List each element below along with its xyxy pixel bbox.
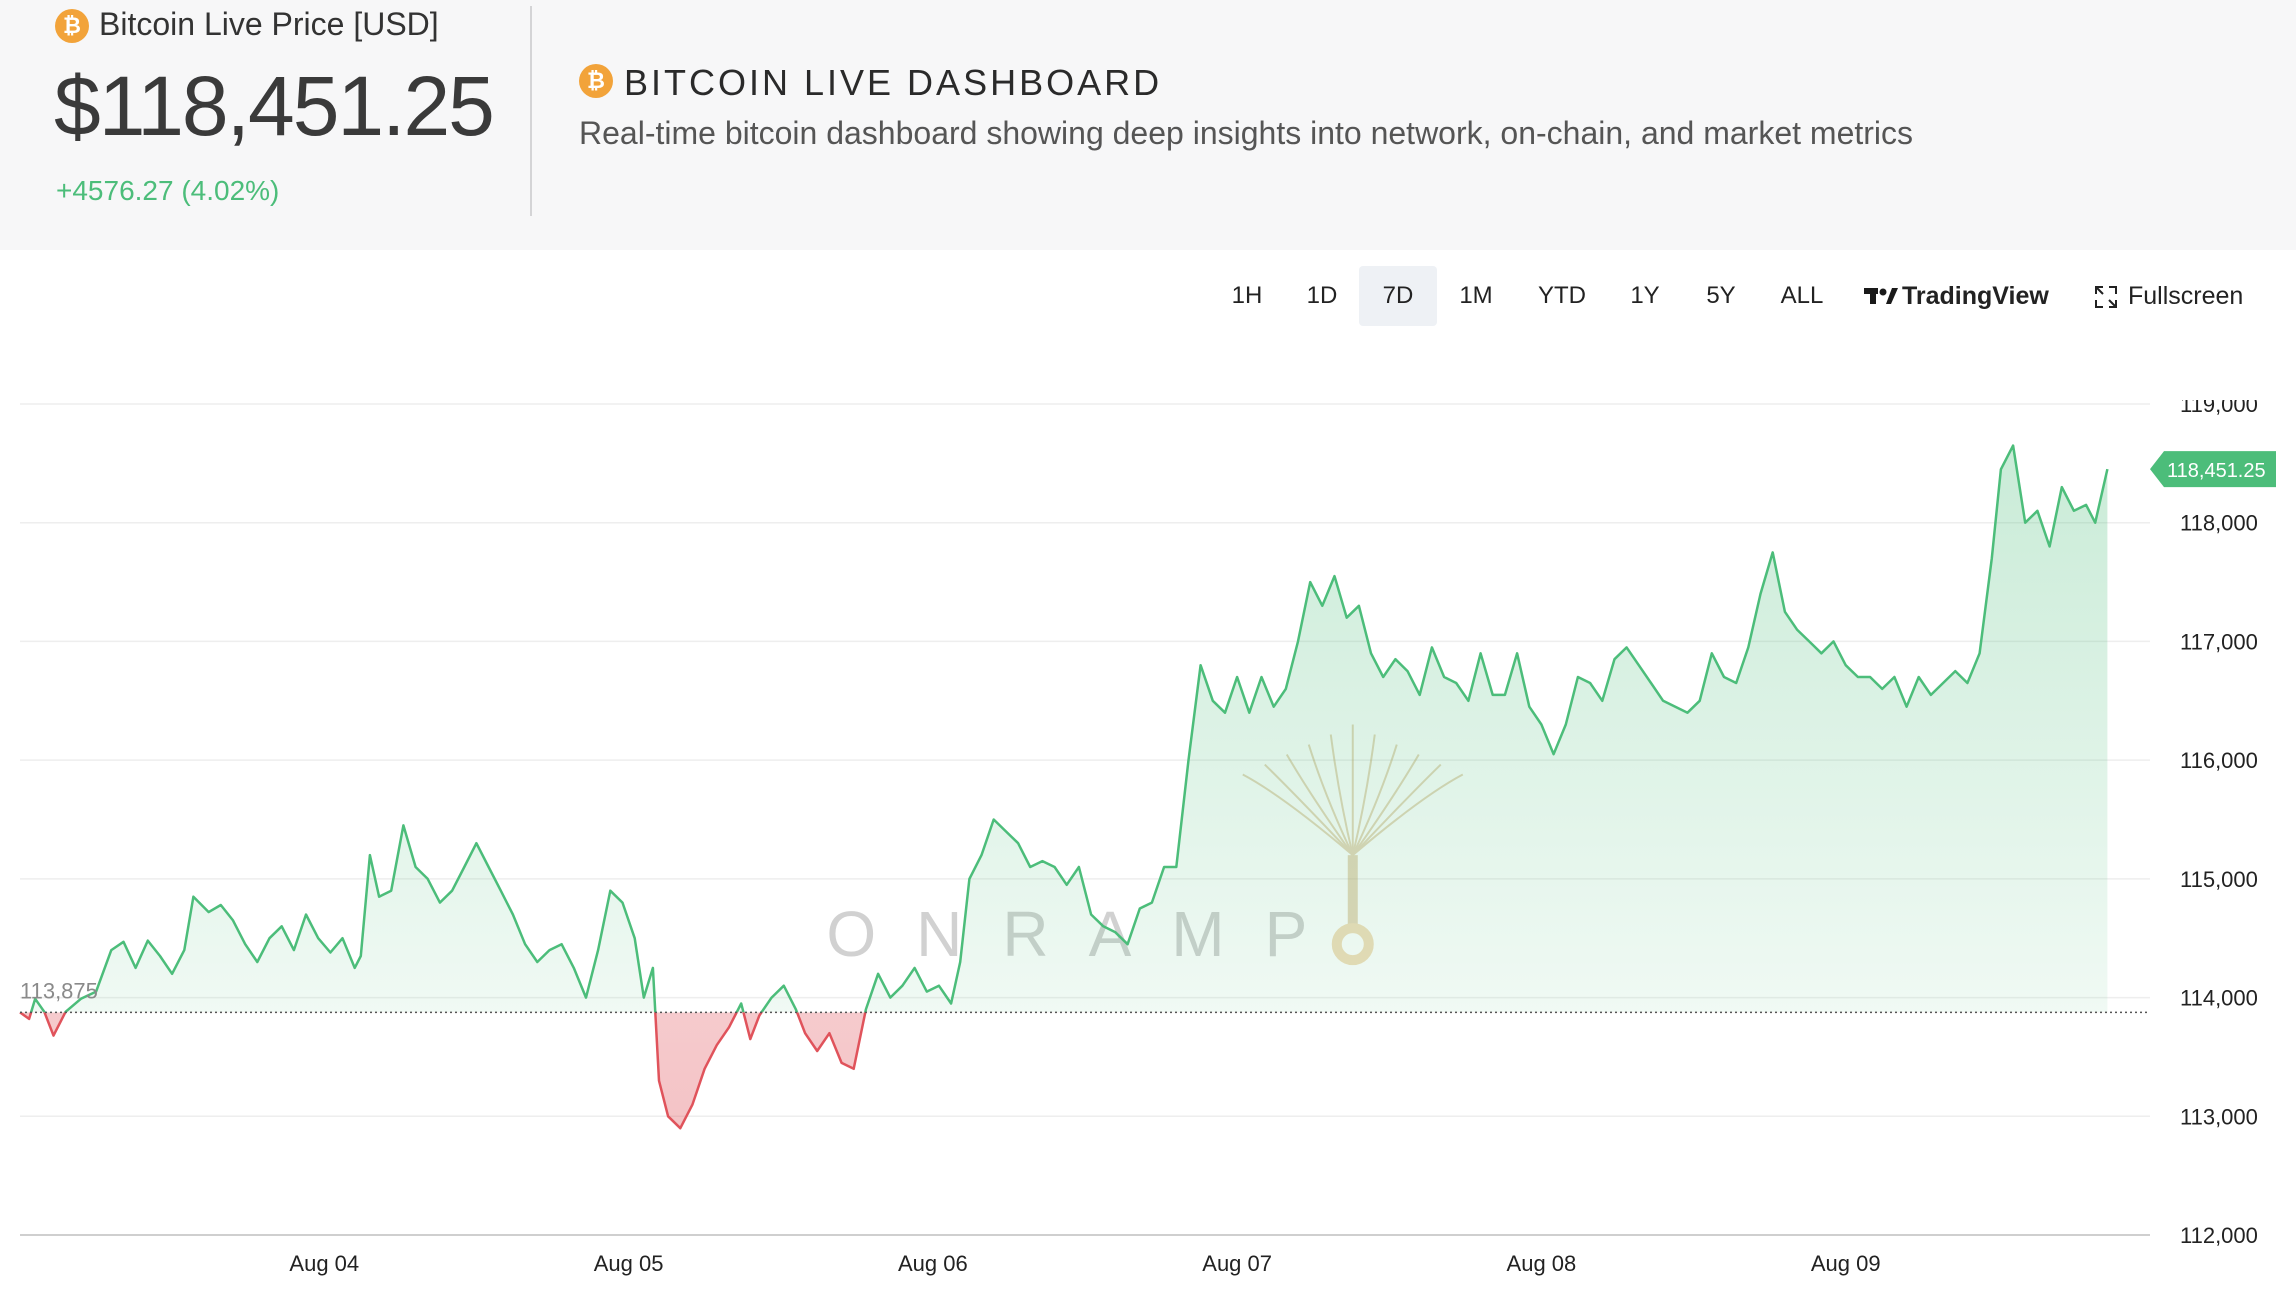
x-tick-label: Aug 07 [1202,1251,1272,1276]
x-tick-label: Aug 08 [1507,1251,1577,1276]
y-tick-label: 117,000 [2180,629,2258,654]
dashboard-title: BITCOIN LIVE DASHBOARD [624,62,1163,103]
price-change: +4576.27 (4.02%) [56,175,280,206]
x-tick-label: Aug 06 [898,1251,968,1276]
price-chart: ONRAMP 113,875 112,000113,000114,000115,… [19,400,2276,1276]
bitcoin-icon: ₿ [579,64,613,98]
timeframe-1d-button[interactable]: 1D [1306,282,1338,309]
timeframe-1m-button[interactable]: 1M [1459,282,1493,309]
timeframe-all-button[interactable]: ALL [1780,282,1824,309]
fullscreen-button[interactable]: Fullscreen [2094,266,2243,326]
timeframe-ytd-button[interactable]: YTD [1538,282,1586,309]
tradingview-link[interactable]: TradingView [1864,266,2049,326]
fullscreen-label: Fullscreen [2128,282,2244,310]
last-price-tag [2150,451,2276,488]
baseline: 113,875 [20,978,2150,1014]
x-tick-label: Aug 04 [289,1251,359,1276]
last-price-marker: 118,451.25 [2150,451,2276,488]
last-price-label: 118,451.25 [2167,460,2266,482]
x-axis: Aug 04 Aug 05 Aug 06 Aug 07 Aug 08 Aug 09 [289,1251,1880,1276]
bitcoin-icon: ₿ [55,9,89,43]
dashboard-subtitle: Real-time bitcoin dashboard showing deep… [579,115,1914,151]
header-divider [530,6,532,216]
area-above-baseline [20,445,2108,1013]
y-tick-label: 115,000 [2180,867,2258,892]
tradingview-icon [1864,288,1898,305]
series-line-up [19,444,2109,1013]
fullscreen-icon [2095,286,2117,309]
timeframe-7d-button[interactable]: 7D [1359,266,1437,326]
price-area [20,445,2108,1129]
y-tick-label: 119,000 [2180,400,2258,417]
y-tick-label: 112,000 [2180,1223,2258,1248]
y-tick-label: 118,000 [2180,511,2258,536]
live-price: $118,451.25 [54,59,495,153]
baseline-label: 113,875 [20,978,98,1003]
y-tick-label: 114,000 [2180,986,2258,1011]
x-tick-label: Aug 05 [594,1251,664,1276]
timeframe-5y-button[interactable]: 5Y [1706,282,1736,309]
y-tick-label: 113,000 [2180,1104,2258,1129]
price-line [19,444,2109,1130]
price-label: Bitcoin Live Price [USD] [99,6,439,42]
timeframe-1y-button[interactable]: 1Y [1630,282,1660,309]
y-axis: 112,000 113,000 114,000 115,000 116,000 117,0… [2180,400,2258,1248]
timeframe-1h-button[interactable]: 1H [1231,282,1263,309]
x-tick-label: Aug 09 [1811,1251,1881,1276]
tradingview-label: TradingView [1902,282,2049,310]
header-panel: ₿ Bitcoin Live Price [USD] $118,451.25 +… [0,0,2296,250]
y-tick-label: 116,000 [2180,748,2258,773]
